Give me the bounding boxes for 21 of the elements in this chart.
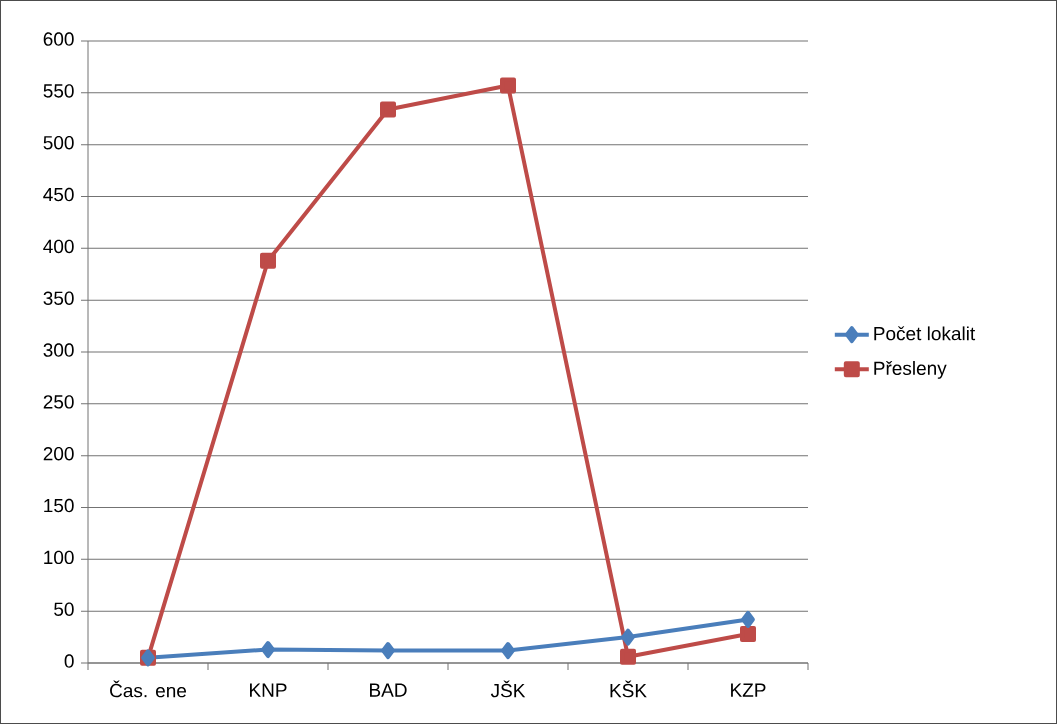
legend-label: Počet lokalit: [874, 326, 976, 341]
x-tick-label: Čas. ene: [110, 680, 187, 698]
y-tick-label: 250: [43, 395, 74, 409]
y-tick-label: 100: [44, 550, 74, 565]
x-tick-label: KŠK: [610, 680, 647, 698]
y-tick-label: 50: [54, 602, 74, 616]
y-tick-label: 150: [44, 498, 74, 513]
y-tick-label: 200: [43, 447, 74, 461]
y-tick-label: 450: [43, 187, 74, 202]
y-tick-label: 550: [43, 84, 74, 98]
y-tick-label: 0: [64, 654, 74, 668]
x-tick-label: JŠK: [490, 680, 526, 698]
y-tick-label: 300: [43, 343, 74, 357]
y-tick-label: 600: [43, 32, 74, 46]
x-tick-label: KNP: [250, 683, 287, 697]
legend-label: Přesleny: [874, 361, 947, 379]
x-tick-label: BAD: [370, 683, 407, 697]
y-tick-label: 400: [43, 239, 74, 254]
x-tick-label: KZP: [731, 683, 766, 697]
y-tick-label: 500: [43, 136, 74, 150]
y-tick-label: 350: [43, 291, 74, 305]
